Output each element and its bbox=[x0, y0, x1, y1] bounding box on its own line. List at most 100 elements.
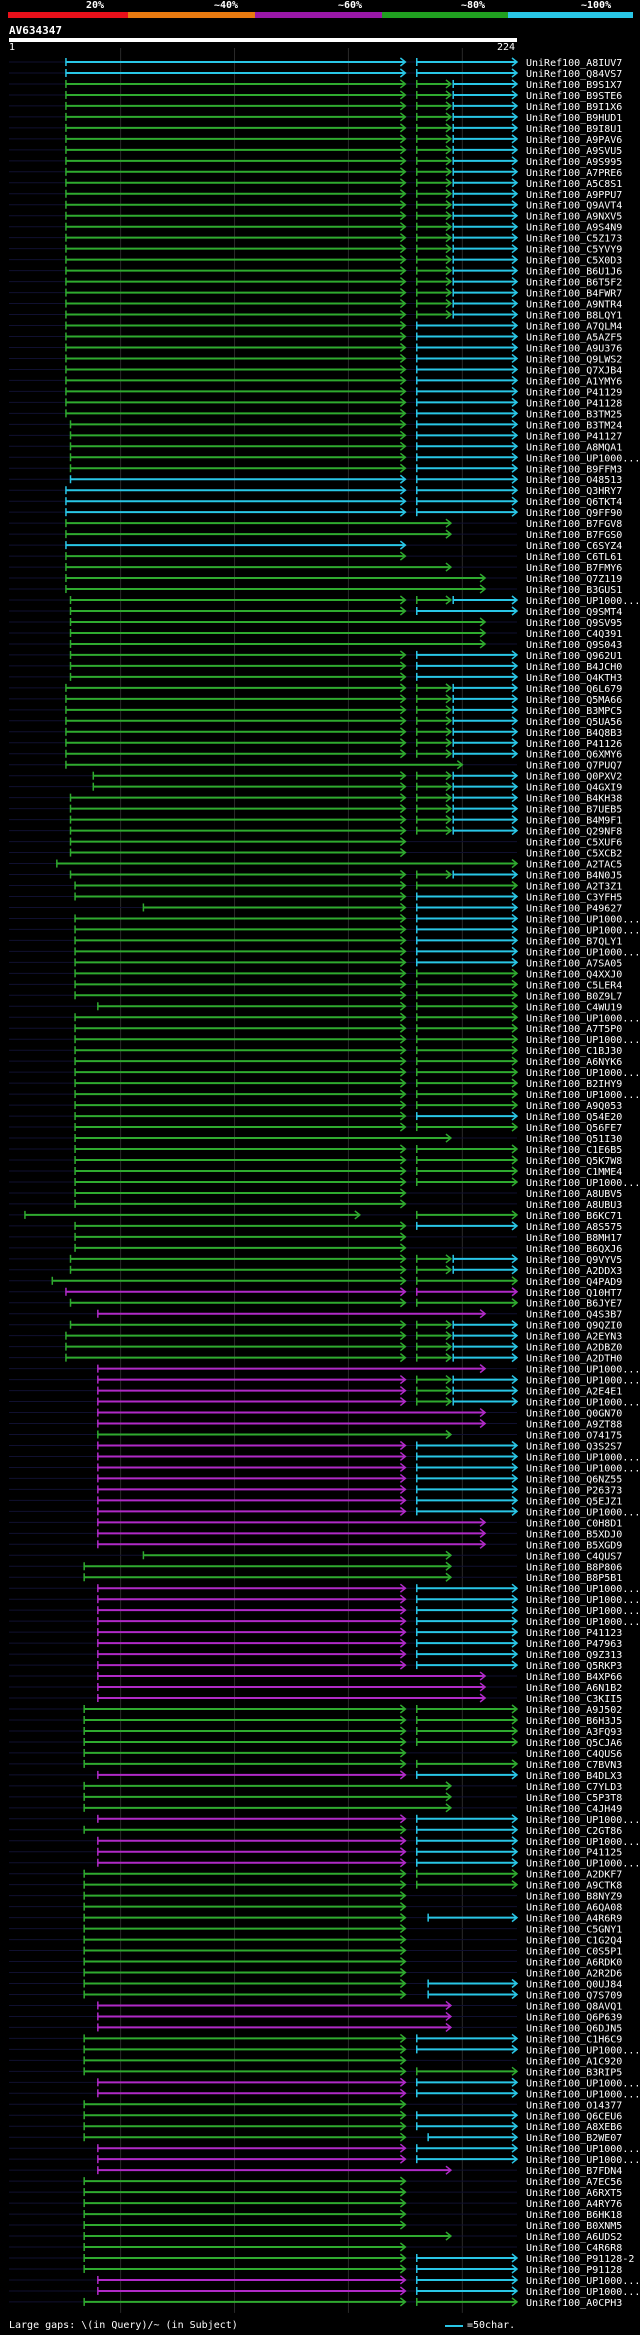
segment-end-arrow bbox=[511, 1715, 519, 1725]
segment-end-arrow bbox=[511, 1375, 519, 1385]
segment-end-arrow bbox=[511, 1353, 519, 1363]
segment-end-arrow bbox=[511, 694, 519, 704]
segment-end-arrow bbox=[399, 1320, 407, 1330]
segment-end-arrow bbox=[399, 1737, 407, 1747]
segment-end-arrow bbox=[511, 244, 519, 254]
hit-label: UniRef100_B9STE6 bbox=[526, 91, 622, 102]
hit-label: UniRef100_O14377 bbox=[526, 2100, 622, 2111]
segment-end-arrow bbox=[479, 1364, 487, 1374]
hit-label: UniRef100_UP1000... bbox=[526, 2078, 640, 2089]
segment-end-arrow bbox=[399, 1034, 407, 1044]
hit-label: UniRef100_B3MPC5 bbox=[526, 706, 622, 717]
hit-label: UniRef100_A8S575 bbox=[526, 1222, 622, 1233]
hit-label: UniRef100_B9I8U1 bbox=[526, 124, 622, 135]
segment-end-arrow bbox=[511, 1704, 519, 1714]
hit-label: UniRef100_Q5CJA6 bbox=[526, 1738, 622, 1749]
segment-end-arrow bbox=[479, 1682, 487, 1692]
segment-end-arrow bbox=[399, 507, 407, 517]
hit-label: UniRef100_Q6L679 bbox=[526, 684, 622, 695]
scale-key-label: =50char. bbox=[467, 2320, 516, 2331]
segment-end-arrow bbox=[479, 1671, 487, 1681]
hit-label: UniRef100_UP1000... bbox=[526, 2155, 640, 2166]
segment-end-arrow bbox=[399, 1023, 407, 1033]
hit-label: UniRef100_UP1000... bbox=[526, 947, 640, 958]
segment-end-arrow bbox=[399, 1616, 407, 1626]
hit-label: UniRef100_Q7XJB4 bbox=[526, 365, 622, 376]
hit-label: UniRef100_A2R2D6 bbox=[526, 1969, 622, 1980]
segment-end-arrow bbox=[399, 1858, 407, 1868]
segment-end-arrow bbox=[399, 1122, 407, 1132]
hit-label: UniRef100_Q9QZI0 bbox=[526, 1321, 622, 1332]
hit-label: UniRef100_Q84VS7 bbox=[526, 69, 622, 80]
segment-end-arrow bbox=[511, 1451, 519, 1462]
segment-end-arrow bbox=[511, 1759, 519, 1769]
segment-end-arrow bbox=[511, 1495, 519, 1505]
hit-label: UniRef100_B3RIP5 bbox=[526, 2067, 622, 2078]
segment-end-arrow bbox=[511, 266, 519, 276]
segment-end-arrow bbox=[399, 1451, 407, 1462]
hit-label: UniRef100_Q7S709 bbox=[526, 1990, 622, 2001]
segment-end-arrow bbox=[511, 705, 519, 715]
segment-end-arrow bbox=[399, 1967, 407, 1978]
segment-end-arrow bbox=[445, 869, 453, 880]
hit-label: UniRef100_Q6NZ55 bbox=[526, 1474, 622, 1485]
segment-end-arrow bbox=[399, 1045, 407, 1055]
segment-end-arrow bbox=[445, 1342, 453, 1352]
segment-end-arrow bbox=[399, 496, 407, 506]
segment-end-arrow bbox=[445, 2011, 453, 2022]
segment-end-arrow bbox=[511, 804, 519, 814]
hit-label: UniRef100_B3GUS1 bbox=[526, 585, 622, 596]
hit-label: UniRef100_A3FQ93 bbox=[526, 1727, 622, 1738]
segment-end-arrow bbox=[399, 661, 407, 671]
segment-end-arrow bbox=[445, 1353, 453, 1363]
segment-end-arrow bbox=[511, 364, 519, 375]
hit-label: UniRef100_Q4S3B7 bbox=[526, 1310, 622, 1321]
segment-end-arrow bbox=[399, 2286, 407, 2296]
hit-label: UniRef100_Q9LWS2 bbox=[526, 354, 622, 365]
segment-end-arrow bbox=[399, 935, 407, 945]
hit-label: UniRef100_B9S1X7 bbox=[526, 80, 622, 91]
segment-end-arrow bbox=[399, 189, 407, 199]
hit-label: UniRef100_C5X0D3 bbox=[526, 256, 622, 267]
hit-label: UniRef100_Q7PUQ7 bbox=[526, 761, 622, 772]
segment-end-arrow bbox=[511, 79, 519, 89]
segment-end-arrow bbox=[511, 661, 519, 671]
segment-end-arrow bbox=[399, 1144, 407, 1154]
segment-end-arrow bbox=[511, 178, 519, 188]
hit-label: UniRef100_B7FGV8 bbox=[526, 519, 622, 530]
segment-end-arrow bbox=[399, 946, 407, 956]
hit-label: UniRef100_Q9FF90 bbox=[526, 508, 622, 519]
segment-end-arrow bbox=[479, 639, 487, 649]
segment-end-arrow bbox=[445, 1385, 453, 1396]
segment-end-arrow bbox=[399, 375, 407, 386]
hit-label: UniRef100_A6QA08 bbox=[526, 1903, 622, 1914]
hit-label: UniRef100_UP1000... bbox=[526, 1815, 640, 1826]
segment-end-arrow bbox=[399, 309, 407, 320]
segment-end-arrow bbox=[399, 430, 407, 440]
segment-end-arrow bbox=[445, 529, 453, 539]
segment-end-arrow bbox=[399, 1440, 407, 1451]
segment-end-arrow bbox=[399, 1748, 407, 1758]
segment-end-arrow bbox=[445, 683, 453, 693]
hit-label: UniRef100_B8LQY1 bbox=[526, 311, 622, 322]
legend-swatch-1 bbox=[128, 12, 255, 18]
segment-end-arrow bbox=[399, 342, 407, 353]
segment-end-arrow bbox=[399, 771, 407, 781]
segment-end-arrow bbox=[399, 452, 407, 462]
hit-label: UniRef100_B6KC71 bbox=[526, 1211, 622, 1222]
segment-end-arrow bbox=[399, 2099, 407, 2109]
segment-end-arrow bbox=[399, 727, 407, 737]
segment-end-arrow bbox=[445, 2022, 453, 2033]
segment-end-arrow bbox=[399, 672, 407, 682]
segment-end-arrow bbox=[511, 1067, 519, 1077]
hit-label: UniRef100_A5C8S1 bbox=[526, 179, 622, 190]
hit-label: UniRef100_P41126 bbox=[526, 739, 622, 750]
segment-end-arrow bbox=[511, 309, 519, 320]
segment-end-arrow bbox=[399, 793, 407, 803]
segment-end-arrow bbox=[399, 419, 407, 429]
hit-label: UniRef100_B8NYZ9 bbox=[526, 1892, 622, 1903]
segment-end-arrow bbox=[479, 1418, 487, 1429]
segment-end-arrow bbox=[399, 200, 407, 210]
segment-end-arrow bbox=[511, 650, 519, 660]
